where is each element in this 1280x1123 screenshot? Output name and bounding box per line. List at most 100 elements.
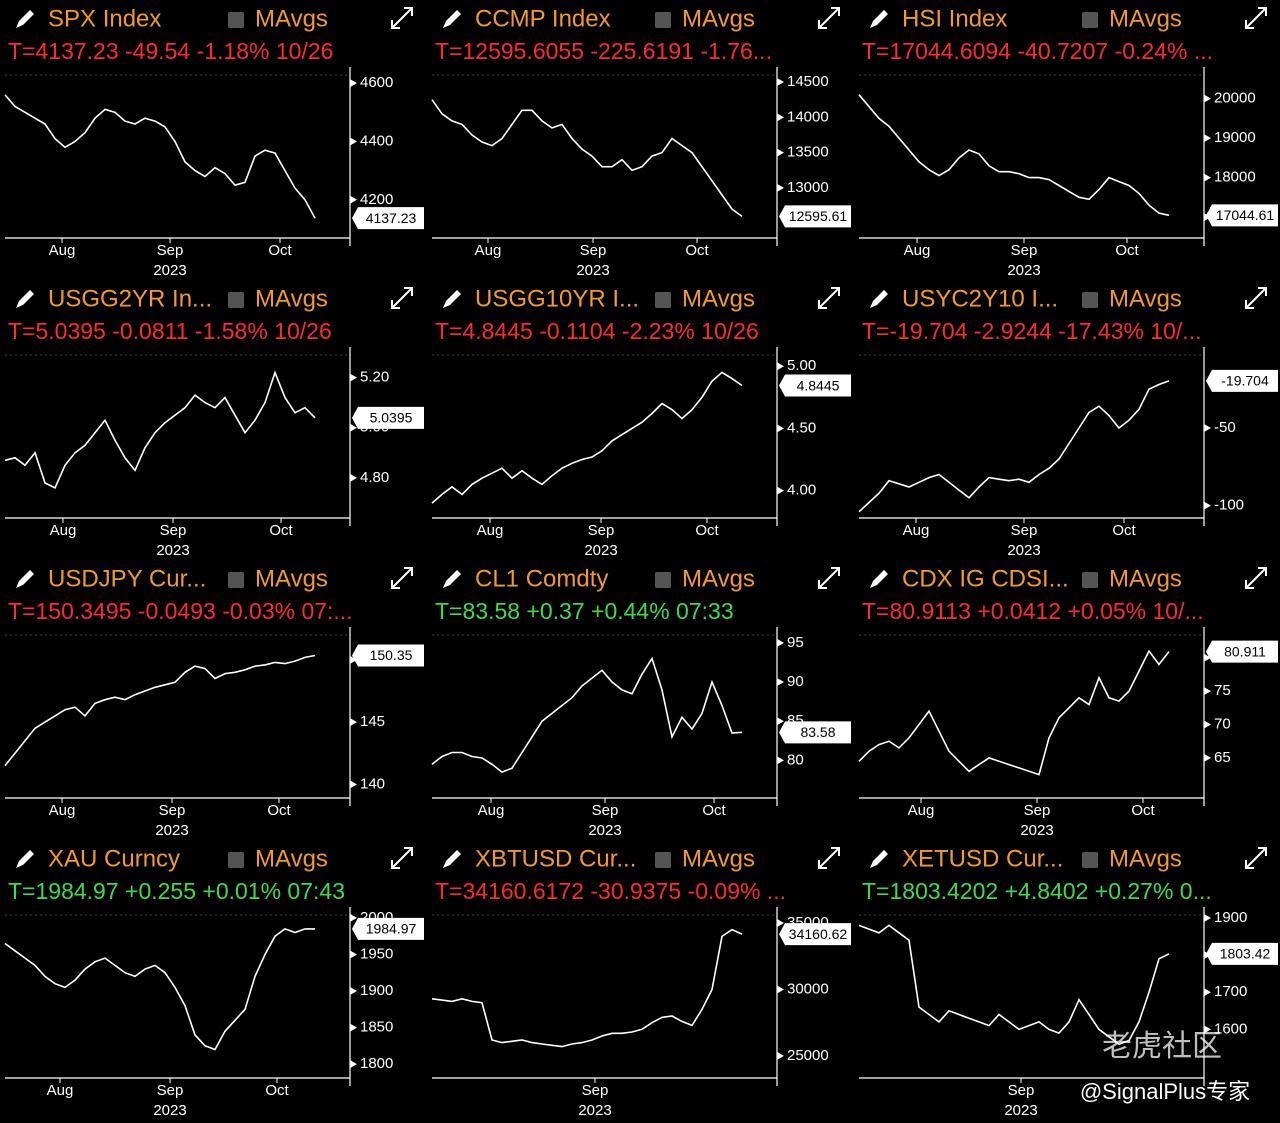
y-tick-label: -50: [1214, 419, 1236, 436]
mavgs-label: MAvgs: [682, 845, 755, 872]
mavgs-checkbox[interactable]: [655, 292, 671, 308]
expand-icon[interactable]: [818, 7, 840, 29]
expand-icon[interactable]: [391, 567, 413, 589]
y-tick-label: 4.00: [787, 482, 816, 499]
y-tick: [1204, 753, 1211, 762]
panel-title: USYC2Y10 I...: [902, 285, 1058, 312]
edit-icon[interactable]: [870, 10, 888, 28]
quote-line: T=1803.4202 +4.8402 +0.27% 0...: [862, 878, 1212, 904]
y-tick-label: 65: [1214, 749, 1231, 766]
price-line: [858, 649, 1170, 776]
edit-icon[interactable]: [16, 10, 34, 28]
expand-icon[interactable]: [391, 847, 413, 869]
mavgs-checkbox[interactable]: [1082, 292, 1098, 308]
mavgs-checkbox[interactable]: [655, 852, 671, 868]
quote-line: T=150.3495 -0.0493 -0.03% 07:...: [8, 598, 353, 624]
last-value-tag: [352, 917, 424, 940]
panel-title: SPX Index: [48, 5, 161, 32]
y-tick: [1204, 423, 1211, 432]
mavgs-checkbox[interactable]: [228, 572, 244, 588]
y-tick: [350, 373, 357, 382]
y-tick: [777, 985, 784, 994]
expand-icon[interactable]: [391, 287, 413, 309]
edit-icon[interactable]: [870, 290, 888, 308]
y-tick: [350, 987, 357, 996]
expand-icon[interactable]: [391, 7, 413, 29]
expand-icon[interactable]: [1245, 567, 1267, 589]
edit-icon[interactable]: [443, 290, 461, 308]
x-tick-label: Aug: [477, 522, 504, 539]
x-tick-label: Sep: [580, 242, 607, 259]
mavgs-label: MAvgs: [1109, 5, 1182, 32]
quote-line: T=5.0395 -0.0811 -1.58% 10/26: [8, 318, 332, 344]
expand-icon[interactable]: [1245, 847, 1267, 869]
edit-icon[interactable]: [443, 850, 461, 868]
expand-icon[interactable]: [818, 847, 840, 869]
edit-icon[interactable]: [443, 10, 461, 28]
y-tick-label: 70: [1214, 715, 1231, 732]
mavgs-checkbox[interactable]: [1082, 572, 1098, 588]
y-tick: [350, 137, 357, 146]
panel: USDJPY Cur... MAvgs T=150.3495 -0.0493 -0.…: [4, 565, 424, 839]
mavgs-checkbox[interactable]: [1082, 12, 1098, 28]
mavgs-label: MAvgs: [255, 5, 328, 32]
panel-title: XBTUSD Cur...: [475, 845, 636, 872]
panel: SPX Index MAvgs T=4137.23 -49.54 -1.18% 10…: [4, 5, 424, 279]
last-value-label: 17044.61: [1216, 207, 1275, 223]
year-label: 2023: [1020, 822, 1053, 839]
y-tick: [1204, 134, 1211, 143]
y-tick: [777, 918, 784, 927]
expand-icon[interactable]: [1245, 287, 1267, 309]
expand-icon[interactable]: [1245, 7, 1267, 29]
edit-icon[interactable]: [16, 290, 34, 308]
y-tick: [777, 113, 784, 122]
mavgs-checkbox[interactable]: [655, 12, 671, 28]
panel: USGG10YR I... MAvgs T=4.8445 -0.1104 -2.23…: [431, 285, 851, 559]
year-label: 2023: [1004, 1102, 1037, 1119]
panel-title: CCMP Index: [475, 5, 611, 32]
y-tick-label: 14000: [787, 108, 829, 125]
y-tick: [350, 473, 357, 482]
expand-icon[interactable]: [818, 287, 840, 309]
price-line: [858, 380, 1170, 513]
y-tick: [350, 79, 357, 88]
x-tick-label: Sep: [1011, 522, 1038, 539]
x-tick-label: Sep: [157, 242, 184, 259]
panel-title: HSI Index: [902, 5, 1007, 32]
panel-title: XETUSD Cur...: [902, 845, 1063, 872]
last-value-tag: [1206, 204, 1278, 227]
mavgs-checkbox[interactable]: [228, 292, 244, 308]
edit-icon[interactable]: [870, 850, 888, 868]
x-tick-label: Sep: [588, 522, 615, 539]
year-label: 2023: [156, 542, 189, 559]
quote-line: T=1984.97 +0.255 +0.01% 07:43: [8, 878, 345, 904]
y-tick-label: 20000: [1214, 90, 1256, 107]
last-value-label: 80.911: [1224, 643, 1266, 659]
x-tick-label: Aug: [47, 1082, 74, 1099]
panel-title: XAU Curncy: [48, 845, 180, 872]
expand-icon[interactable]: [818, 567, 840, 589]
x-tick-label: Aug: [478, 802, 505, 819]
price-line: [431, 99, 743, 218]
credit: @SignalPlus专家: [1080, 1079, 1250, 1104]
edit-icon[interactable]: [443, 570, 461, 588]
year-label: 2023: [153, 1102, 186, 1119]
last-value-tag: [779, 923, 851, 946]
mavgs-checkbox[interactable]: [228, 852, 244, 868]
mavgs-label: MAvgs: [682, 5, 755, 32]
y-tick-label: 95: [787, 634, 804, 651]
mavgs-label: MAvgs: [255, 285, 328, 312]
panel-title: CDX IG CDSI...: [902, 565, 1069, 592]
y-tick-label: 1800: [360, 1055, 393, 1072]
edit-icon[interactable]: [16, 850, 34, 868]
y-tick: [350, 655, 357, 664]
mavgs-checkbox[interactable]: [228, 12, 244, 28]
edit-icon[interactable]: [16, 570, 34, 588]
x-tick-label: Oct: [267, 802, 291, 819]
price-line: [4, 928, 315, 1051]
mavgs-checkbox[interactable]: [1082, 852, 1098, 868]
mavgs-checkbox[interactable]: [655, 572, 671, 588]
x-tick-label: Oct: [702, 802, 726, 819]
edit-icon[interactable]: [870, 570, 888, 588]
